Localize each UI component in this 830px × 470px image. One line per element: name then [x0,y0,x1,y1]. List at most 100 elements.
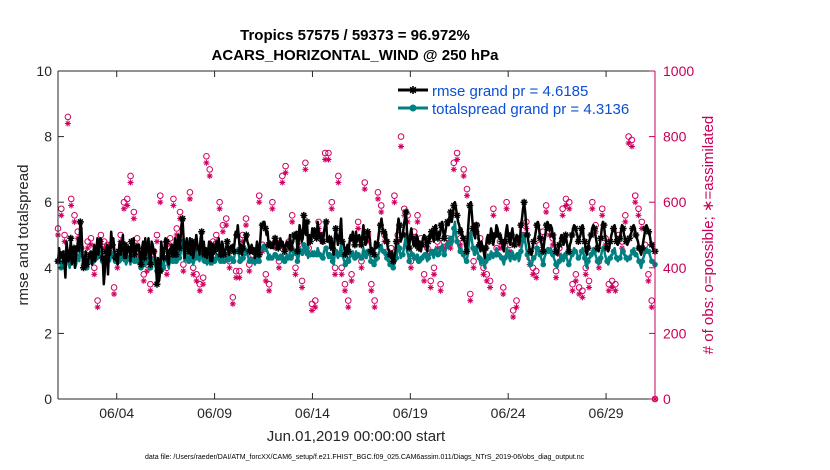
y-right-tick-label: 600 [663,194,687,210]
rmse-point [83,261,91,269]
rmse-point [597,234,605,242]
obs-assimilated-point [186,195,193,202]
obs-assimilated-point [111,291,118,298]
rmse-point [625,234,633,242]
rmse-point [226,244,234,252]
obs-possible-point [180,261,187,268]
obs-assimilated-point [114,264,121,271]
y-right-tick-label: 0 [663,391,671,407]
totalspread-point [294,258,301,265]
obs-assimilated-point [378,209,385,216]
y-tick-label: 0 [44,391,52,407]
rmse-point [399,231,407,239]
obs-possible-point [67,195,75,203]
obs-possible-point [308,300,316,308]
rmse-point [380,228,388,236]
obs-assimilated-point [193,277,200,284]
obs-possible-point [430,264,438,272]
obs-assimilated-point [579,294,586,301]
obs-possible-point [589,198,596,206]
rmse-point [555,241,563,249]
obs-assimilated-point [71,218,78,225]
rmse-point [281,247,289,255]
obs-assimilated-point [421,277,428,284]
obs-assimilated-point [599,212,606,219]
obs-assimilated-point [632,199,639,206]
obs-possible-point [490,205,497,213]
totalspread-point [572,248,578,255]
obs-possible-point [94,297,101,304]
obs-possible-point [420,271,428,278]
obs-assimilated-point [328,205,335,212]
obs-possible-point [585,277,593,285]
obs-possible-point [509,307,517,314]
obs-possible-point [156,192,164,199]
obs-possible-point [414,212,421,219]
rmse-point [558,234,566,242]
totalspread-point [304,245,310,251]
obs-possible-point [255,192,263,199]
rmse-point [632,231,640,239]
rmse-point [622,238,630,246]
obs-possible-point [242,215,250,222]
totalspread-point [288,255,294,261]
totalspread-point [406,258,412,265]
rmse-point [511,241,519,249]
obs-assimilated-point [167,241,174,248]
totalspread-point [256,258,262,265]
obs-possible-point [262,271,270,278]
rmse-point [616,234,624,242]
totalspread-point [518,248,524,255]
obs-assimilated-point [553,274,560,281]
totalspread-point [371,261,377,268]
x-tick-label: 06/29 [589,405,624,421]
rmse-point [57,251,65,259]
rmse-point [262,224,270,232]
obs-assimilated-point [483,277,490,284]
obs-assimilated-point [153,238,160,245]
rmse-point [629,224,637,232]
rmse-point [115,247,123,255]
obs-assimilated-point [407,264,414,271]
obs-possible-point [153,231,161,239]
totalspread-point [323,245,329,251]
obs-possible-point [278,172,286,180]
obs-assimilated-point [341,287,348,294]
rmse-point [214,244,222,252]
obs-possible-point [575,284,583,291]
totalspread-point [447,235,454,242]
obs-assimilated-point [549,241,556,248]
obs-assimilated-point [572,277,579,284]
obs-possible-point [605,280,613,288]
obs-possible-point [166,234,174,242]
rmse-point [603,244,611,252]
obs-assimilated-point [223,222,230,229]
rmse-point [242,231,250,239]
rmse-point [389,257,397,265]
totalspread-point [441,251,448,258]
rmse-point [76,218,84,226]
rmse-point [530,238,538,246]
obs-possible-point [71,212,78,219]
rmse-point [523,231,531,239]
obs-possible-point [288,212,296,219]
obs-possible-point [311,297,319,304]
obs-assimilated-point [170,202,177,209]
obs-assimilated-point [427,284,434,291]
rmse-point [402,208,410,216]
y-right-tick-label: 200 [663,325,687,341]
obs-assimilated-point [576,291,583,298]
obs-assimilated-point [308,307,315,314]
obs-assimilated-point [173,232,180,238]
y-right-tick-label: 400 [663,260,687,276]
y-tick-label: 4 [44,260,52,276]
obs-assimilated-point [203,159,210,166]
obs-possible-point [612,280,619,288]
totalspread-point [534,245,540,251]
totalspread-point [320,255,326,261]
obs-assimilated-point [503,205,510,212]
obs-possible-point [532,267,540,275]
obs-assimilated-point [595,264,602,271]
rmse-point [179,215,187,223]
rmse-point [277,241,285,249]
